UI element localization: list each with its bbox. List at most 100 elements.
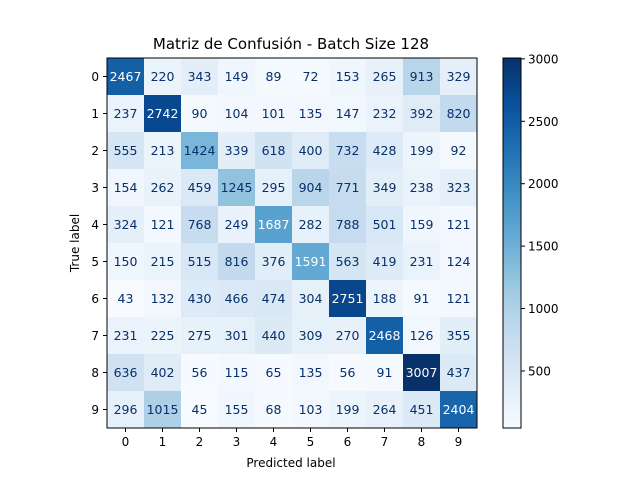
heatmap-cell [218,58,255,95]
x-tick-label: 6 [344,435,352,449]
cell-value-label: 159 [410,217,434,232]
cell-value-label: 428 [373,143,397,158]
y-tick-label: 9 [91,403,99,417]
heatmap-cell [329,280,366,317]
cell-value-label: 43 [118,291,134,306]
cell-value-label: 232 [373,106,397,121]
cell-value-label: 188 [373,291,397,306]
heatmap-cell [366,206,403,243]
y-tick-label: 2 [91,144,99,158]
cell-value-label: 154 [114,180,138,195]
cell-value-label: 636 [114,365,138,380]
heatmap-cell [403,280,440,317]
cell-value-label: 225 [151,328,175,343]
heatmap-cell [144,58,181,95]
colorbar-tick-label: 2000 [528,177,559,191]
cell-value-label: 92 [451,143,467,158]
cell-value-label: 820 [447,106,471,121]
x-tick-label: 8 [418,435,426,449]
x-tick-label: 0 [122,435,130,449]
cell-value-label: 215 [151,254,175,269]
heatmap-cell [107,243,144,280]
cell-value-label: 304 [299,291,323,306]
heatmap-cell [403,317,440,354]
colorbar-ticks: 500 1000 1500 2000 2500 3000 [521,52,559,378]
heatmap-cell [255,280,292,317]
cell-value-label: 91 [414,291,430,306]
cell-value-label: 501 [373,217,397,232]
heatmap-cell [107,58,144,95]
heatmap-cell [366,243,403,280]
heatmap-cell [181,317,218,354]
cell-value-label: 1424 [184,143,216,158]
y-tick-label: 1 [91,107,99,121]
y-tick-label: 8 [91,366,99,380]
heatmap-cell-labels: 2467 220 343 149 89 72 153 265 913 329 237 2742 90 10… [110,69,475,417]
cell-value-label: 262 [151,180,175,195]
cell-value-label: 301 [225,328,249,343]
heatmap-cell [292,354,329,391]
colorbar-tick-label: 3000 [528,52,559,66]
heatmap-cell [366,354,403,391]
heatmap-cell [255,317,292,354]
cell-value-label: 56 [340,365,356,380]
cell-value-label: 732 [336,143,360,158]
heatmap-cell [366,391,403,428]
heatmap-cell [107,280,144,317]
y-tick-label: 5 [91,255,99,269]
cell-value-label: 147 [336,106,360,121]
heatmap-cell [218,243,255,280]
y-axis-label: True label [68,214,82,273]
x-tick-label: 4 [270,435,278,449]
heatmap-cell [329,132,366,169]
y-tick-label: 6 [91,292,99,306]
heatmap-cell [107,169,144,206]
cell-value-label: 135 [299,365,323,380]
cell-value-label: 126 [410,328,434,343]
heatmap-cell [218,95,255,132]
heatmap-cell [440,391,477,428]
cell-value-label: 199 [410,143,434,158]
chart-title: Matriz de Confusión - Batch Size 128 [153,35,429,53]
cell-value-label: 343 [188,69,212,84]
heatmap-cell [292,206,329,243]
cell-value-label: 1591 [295,254,327,269]
heatmap-cell [218,317,255,354]
colorbar [502,57,522,429]
cell-value-label: 402 [151,365,175,380]
heatmap-cell [403,243,440,280]
cell-value-label: 101 [262,106,286,121]
heatmap-cell [440,354,477,391]
heatmap-cell [440,206,477,243]
cell-value-label: 282 [299,217,323,232]
colorbar-tick-label: 2500 [528,115,559,129]
cell-value-label: 1245 [221,180,253,195]
heatmap-cell [329,169,366,206]
cell-value-label: 349 [373,180,397,195]
colorbar-tick-label: 1500 [528,240,559,254]
heatmap-cell [403,132,440,169]
heatmap-cell [440,243,477,280]
cell-value-label: 275 [188,328,212,343]
heatmap-cell [329,354,366,391]
y-tick-label: 4 [91,218,99,232]
x-tick-label: 9 [455,435,463,449]
heatmap-cell [292,280,329,317]
heatmap-cell [403,169,440,206]
heatmap-cell [255,95,292,132]
heatmap-cell [181,58,218,95]
heatmap-cell [440,132,477,169]
plot-frame [106,57,478,429]
cell-value-label: 231 [114,328,138,343]
heatmap-cell [144,206,181,243]
heatmap-cell [144,354,181,391]
heatmap-cell [292,169,329,206]
heatmap-cell [440,58,477,95]
heatmap-cell [181,169,218,206]
cell-value-label: 296 [114,402,138,417]
cell-value-label: 45 [192,402,208,417]
heatmap-cells [107,58,477,428]
heatmap-cell [255,206,292,243]
cell-value-label: 231 [410,254,434,269]
